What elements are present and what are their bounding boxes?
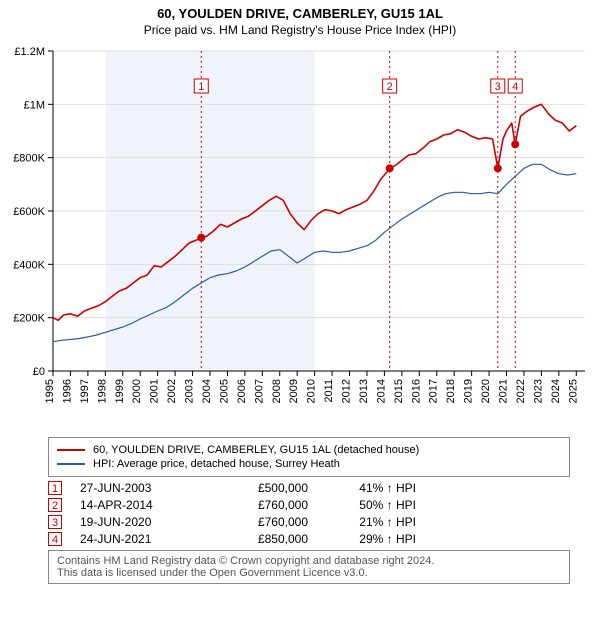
svg-text:1997: 1997 — [79, 379, 91, 403]
svg-text:2007: 2007 — [253, 379, 265, 403]
svg-text:2025: 2025 — [567, 379, 579, 403]
event-date: 14-APR-2014 — [80, 498, 200, 512]
legend-label: HPI: Average price, detached house, Surr… — [93, 458, 340, 470]
svg-text:2024: 2024 — [550, 379, 562, 403]
table-row: 1 27-JUN-2003 £500,000 41% ↑ HPI — [48, 481, 570, 495]
event-price: £500,000 — [218, 481, 308, 495]
svg-text:£800K: £800K — [13, 153, 45, 165]
footer-line: This data is licensed under the Open Gov… — [57, 567, 561, 579]
svg-text:2: 2 — [387, 81, 393, 93]
svg-text:2021: 2021 — [498, 379, 510, 403]
svg-text:£400K: £400K — [13, 259, 45, 271]
svg-text:2001: 2001 — [149, 379, 161, 403]
event-date: 24-JUN-2021 — [80, 532, 200, 546]
svg-text:2002: 2002 — [166, 379, 178, 403]
event-price: £760,000 — [218, 515, 308, 529]
price-vs-hpi-chart: £0 £200K £400K £600K £800K £1M £1.2M 1995 1996 19… — [5, 41, 595, 431]
legend: 60, YOULDEN DRIVE, CAMBERLEY, GU15 1AL (… — [48, 437, 570, 477]
event-price: £760,000 — [218, 498, 308, 512]
event-date: 19-JUN-2020 — [80, 515, 200, 529]
event-index-badge: 1 — [48, 481, 62, 495]
svg-text:2011: 2011 — [323, 379, 335, 403]
svg-text:2003: 2003 — [184, 379, 196, 403]
legend-label: 60, YOULDEN DRIVE, CAMBERLEY, GU15 1AL (… — [93, 444, 419, 456]
svg-text:2020: 2020 — [480, 379, 492, 403]
event-date: 27-JUN-2003 — [80, 481, 200, 495]
legend-item: 60, YOULDEN DRIVE, CAMBERLEY, GU15 1AL (… — [57, 444, 561, 456]
event-price: £850,000 — [218, 532, 308, 546]
page-subtitle: Price paid vs. HM Land Registry's House … — [0, 23, 600, 37]
svg-text:2010: 2010 — [306, 379, 318, 403]
svg-text:2008: 2008 — [271, 379, 283, 403]
svg-text:2017: 2017 — [428, 379, 440, 403]
event-delta: 21% ↑ HPI — [326, 515, 416, 529]
legend-item: HPI: Average price, detached house, Surr… — [57, 458, 561, 470]
page-title: 60, YOULDEN DRIVE, CAMBERLEY, GU15 1AL — [0, 6, 600, 21]
svg-text:2012: 2012 — [341, 379, 353, 403]
svg-text:2014: 2014 — [375, 379, 387, 403]
svg-text:1995: 1995 — [44, 379, 56, 403]
event-delta: 41% ↑ HPI — [326, 481, 416, 495]
legend-swatch — [57, 449, 85, 451]
footer: Contains HM Land Registry data © Crown c… — [48, 550, 570, 584]
svg-text:1999: 1999 — [114, 379, 126, 403]
svg-text:2023: 2023 — [532, 379, 544, 403]
svg-text:3: 3 — [495, 81, 501, 93]
svg-text:1996: 1996 — [61, 379, 73, 403]
table-row: 4 24-JUN-2021 £850,000 29% ↑ HPI — [48, 532, 570, 546]
svg-text:£1M: £1M — [24, 99, 45, 111]
svg-text:2005: 2005 — [218, 379, 230, 403]
svg-text:2018: 2018 — [445, 379, 457, 403]
chart-area: £0 £200K £400K £600K £800K £1M £1.2M 1995 1996 19… — [5, 41, 595, 431]
svg-text:4: 4 — [512, 81, 518, 93]
svg-text:2016: 2016 — [410, 379, 422, 403]
legend-swatch — [57, 463, 85, 465]
table-row: 3 19-JUN-2020 £760,000 21% ↑ HPI — [48, 515, 570, 529]
svg-text:2013: 2013 — [358, 379, 370, 403]
event-index-badge: 3 — [48, 515, 62, 529]
svg-text:2019: 2019 — [463, 379, 475, 403]
svg-text:2009: 2009 — [288, 379, 300, 403]
event-index-badge: 4 — [48, 532, 62, 546]
table-row: 2 14-APR-2014 £760,000 50% ↑ HPI — [48, 498, 570, 512]
svg-text:£0: £0 — [33, 366, 45, 378]
event-delta: 29% ↑ HPI — [326, 532, 416, 546]
svg-text:£600K: £600K — [13, 206, 45, 218]
svg-text:2022: 2022 — [515, 379, 527, 403]
event-index-badge: 2 — [48, 498, 62, 512]
events-table: 1 27-JUN-2003 £500,000 41% ↑ HPI 2 14-AP… — [48, 481, 570, 546]
svg-text:£200K: £200K — [13, 313, 45, 325]
svg-text:2015: 2015 — [393, 379, 405, 403]
svg-text:2000: 2000 — [131, 379, 143, 403]
svg-text:2006: 2006 — [236, 379, 248, 403]
event-delta: 50% ↑ HPI — [326, 498, 416, 512]
svg-text:1998: 1998 — [96, 379, 108, 403]
svg-text:2004: 2004 — [201, 379, 213, 403]
svg-text:1: 1 — [198, 81, 204, 93]
svg-text:£1.2M: £1.2M — [14, 46, 45, 58]
footer-line: Contains HM Land Registry data © Crown c… — [57, 555, 561, 567]
